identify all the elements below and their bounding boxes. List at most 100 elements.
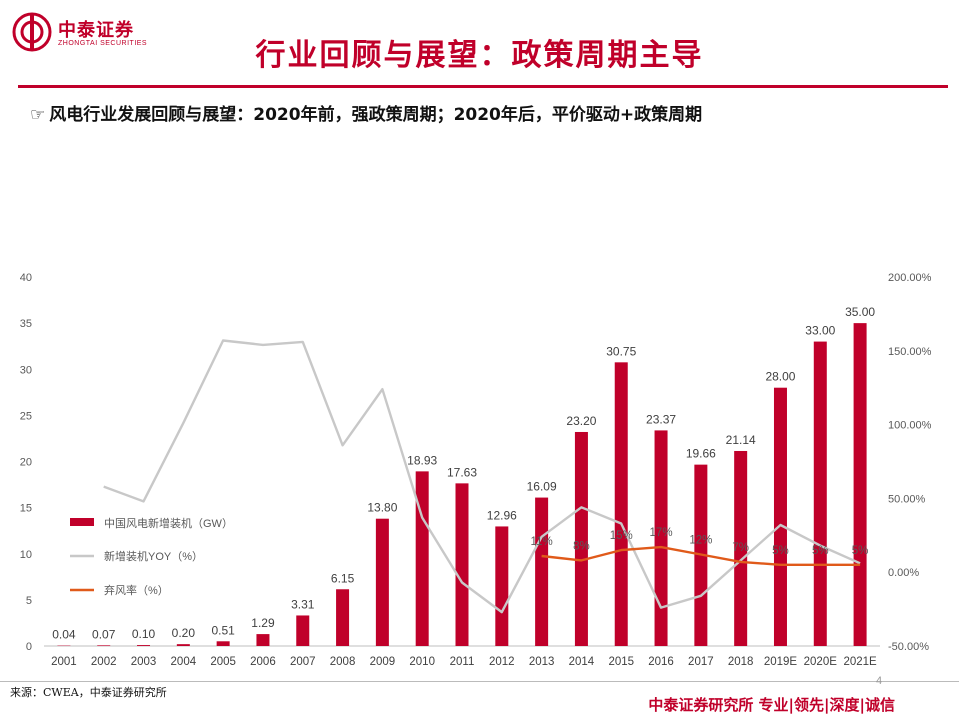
y-right-tick-label: -50.00% — [888, 641, 929, 653]
x-tick-label: 2019E — [764, 656, 798, 668]
bar — [97, 645, 111, 646]
x-tick-label: 2010 — [409, 656, 435, 668]
bar-value-label: 0.20 — [172, 626, 196, 640]
y-right-tick-label: 0.00% — [888, 567, 919, 579]
curtailment-label: 17% — [650, 527, 673, 539]
x-tick-label: 2020E — [804, 656, 838, 668]
x-tick-label: 2008 — [330, 656, 356, 668]
bar-value-label: 6.15 — [331, 571, 355, 585]
x-tick-label: 2017 — [688, 656, 714, 668]
x-tick-label: 2006 — [250, 656, 276, 668]
y-left-tick-label: 15 — [20, 503, 32, 515]
brand-name: 中泰证券 — [58, 20, 134, 41]
legend-label: 中国风电新增装机（GW） — [104, 516, 233, 530]
yoy-line — [103, 339, 861, 614]
x-tick-label: 2015 — [608, 656, 634, 668]
bar — [415, 471, 429, 646]
bar-value-label: 17.63 — [447, 465, 477, 479]
x-tick-label: 2012 — [489, 656, 515, 668]
x-tick-label: 2003 — [131, 656, 157, 668]
x-tick-label: 2007 — [290, 656, 316, 668]
x-tick-label: 2014 — [569, 656, 595, 668]
bar — [574, 431, 588, 646]
bar-value-label: 19.66 — [686, 447, 716, 461]
y-left-tick-label: 5 — [26, 595, 32, 607]
x-tick-label: 2011 — [450, 656, 475, 668]
page-number: 4 — [876, 675, 883, 687]
page-title: 行业回顾与展望：政策周期主导 — [255, 38, 704, 73]
curtailment-label: 5% — [852, 545, 869, 557]
legend-label: 弃风率（%） — [104, 583, 169, 597]
bar — [614, 362, 628, 646]
x-tick-label: 2021E — [843, 656, 877, 668]
wind-power-chart: 0 5 10 15 20 25 30 35 40 -50.00% 0.00% 50.00% 100.00… — [20, 272, 932, 668]
brand-name-en: ZHONGTAI SECURITIES — [58, 40, 148, 47]
bar-value-label: 0.07 — [92, 627, 116, 641]
legend-label: 新增装机YOY（%） — [104, 549, 203, 563]
bar — [296, 615, 310, 646]
page-subtitle: ☞ 风电行业发展回顾与展望：2020年前，强政策周期；2020年后，平价驱动+政策… — [30, 100, 702, 125]
bar-value-label: 33.00 — [805, 324, 835, 338]
y-left-tick-label: 20 — [20, 457, 32, 469]
bar — [455, 483, 469, 646]
x-tick-label: 2005 — [210, 656, 236, 668]
y-left-tick-label: 25 — [20, 410, 32, 422]
bar — [813, 341, 827, 646]
footer-divider — [0, 681, 959, 682]
x-tick-label: 2004 — [171, 656, 197, 668]
bar-value-label: 1.29 — [251, 616, 275, 630]
curtailment-label: 8% — [573, 540, 590, 552]
bar-value-label: 16.09 — [527, 480, 557, 494]
bar — [256, 634, 270, 646]
bar — [176, 644, 190, 646]
subtitle-text: 风电行业发展回顾与展望：2020年前，强政策周期；2020年后，平价驱动+政策周… — [49, 105, 703, 125]
curtailment-label: 5% — [772, 545, 789, 557]
bar-value-label: 28.00 — [765, 370, 795, 384]
bar — [734, 450, 748, 646]
y-left-tick-label: 35 — [20, 318, 32, 330]
bar-value-label: 12.96 — [487, 508, 517, 522]
bar — [495, 526, 509, 646]
y-right-tick-label: 200.00% — [888, 272, 932, 284]
source-note: 来源：CWEA，中泰证券研究所 — [10, 686, 167, 699]
curtailment-label: 11% — [531, 536, 553, 548]
x-tick-label: 2009 — [370, 656, 396, 668]
bar — [773, 387, 787, 646]
bar-value-label: 0.51 — [211, 623, 235, 637]
brand-logo-icon — [12, 12, 52, 52]
bar — [216, 641, 230, 646]
bar-value-label: 18.93 — [407, 453, 437, 467]
legend-swatch-bar — [70, 518, 94, 526]
title-divider — [18, 85, 948, 88]
curtailment-label: 15% — [610, 530, 633, 542]
bar-value-label: 0.04 — [52, 628, 76, 642]
bar-value-label: 0.10 — [132, 627, 156, 641]
y-left-tick-label: 30 — [20, 364, 32, 376]
y-left-tick-label: 40 — [20, 272, 32, 284]
bar — [336, 589, 350, 646]
bar — [375, 518, 389, 646]
y-right-tick-label: 50.00% — [888, 493, 926, 505]
bar — [853, 323, 867, 646]
bar-value-label: 30.75 — [606, 344, 636, 358]
x-tick-label: 2013 — [529, 656, 555, 668]
bar-value-label: 35.00 — [845, 305, 875, 319]
x-tick-label: 2016 — [648, 656, 674, 668]
curtailment-label: 7% — [732, 542, 749, 554]
curtailment-label: 12% — [689, 534, 712, 546]
y-left-tick-label: 10 — [20, 549, 32, 561]
x-tick-label: 2001 — [51, 656, 77, 668]
bar-value-label: 13.80 — [367, 501, 397, 515]
curtailment-line — [541, 545, 861, 566]
footer-slogan: 中泰证券研究所 专业|领先|深度|诚信 — [648, 696, 895, 714]
bar-value-label: 23.37 — [646, 412, 676, 426]
bar-value-label: 23.20 — [566, 414, 596, 428]
y-right-tick-label: 150.00% — [888, 346, 932, 358]
y-right-tick-label: 100.00% — [888, 420, 932, 432]
bar — [137, 645, 151, 646]
x-tick-label: 2018 — [728, 656, 754, 668]
bar-value-label: 21.14 — [726, 433, 756, 447]
bar-value-label: 3.31 — [291, 597, 315, 611]
y-left-tick-label: 0 — [26, 641, 32, 653]
pointing-hand-icon: ☞ — [30, 105, 46, 125]
